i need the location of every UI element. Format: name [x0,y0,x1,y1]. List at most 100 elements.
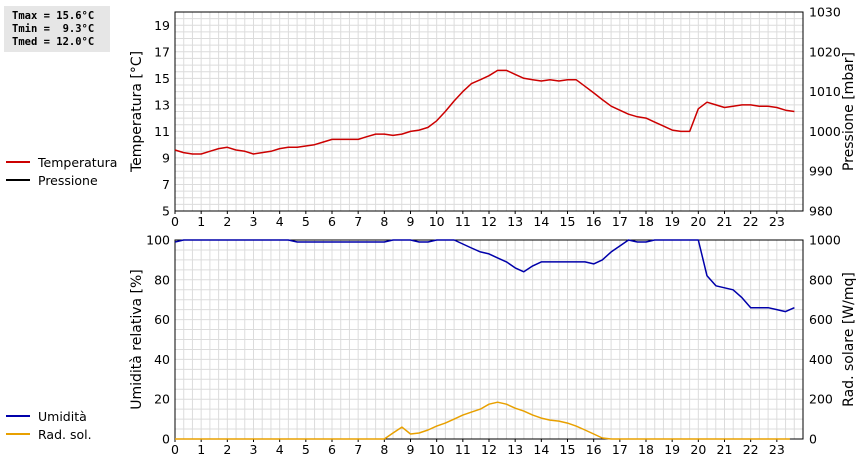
top-y-tick-label: 13 [154,97,170,112]
top-y2-tick-label: 1000 [809,124,841,139]
stats-box: Tmax = 15.6°C Tmin = 9.3°C Tmed = 12.0°C [4,6,110,52]
top-x-tick-label: 0 [171,214,179,229]
bottom-x-tick-label: 0 [171,442,179,457]
bottom-y-tick-label: 20 [154,392,170,407]
top-x-tick-label: 10 [429,214,445,229]
tmax-text: Tmax = 15.6°C [12,10,95,22]
bottom-y-tick-label: 0 [162,432,170,447]
top-x-tick-label: 20 [690,214,706,229]
legend-item-pressione: Pressione [6,171,117,189]
top-x-tick-label: 16 [586,214,602,229]
bottom-x-tick-label: 6 [328,442,336,457]
bottom-series-umidit--line [174,239,795,313]
top-x-tick-label: 3 [250,214,258,229]
tmin-text: Tmin = 9.3°C [12,23,95,35]
legend-item-umidita: Umidità [6,407,92,425]
bottom-y2-tick-label: 0 [809,432,817,447]
top-x-tick-label: 14 [533,214,549,229]
legend-swatch-pressione [6,179,30,181]
bottom-x-tick-label: 20 [690,442,706,457]
bottom-y2-tick-label: 200 [809,392,833,407]
top-x-tick-label: 12 [481,214,497,229]
top-x-tick-label: 9 [407,214,415,229]
top-y2-tick-label: 1010 [809,84,841,99]
top-y-tick-label: 11 [154,124,170,139]
top-x-tick-label: 23 [769,214,785,229]
top-x-tick-label: 4 [276,214,284,229]
top-y-tick-label: 15 [154,71,170,86]
legend-label-rad-sol: Rad. sol. [38,426,92,442]
top-x-tick-label: 8 [380,214,388,229]
top-y-tick-label: 7 [162,177,170,192]
bottom-x-tick-label: 2 [223,442,231,457]
bottom-x-tick-label: 8 [380,442,388,457]
top-x-tick-label: 5 [302,214,310,229]
bottom-x-tick-label: 19 [664,442,680,457]
legend-swatch-rad-sol [6,433,30,435]
bottom-y2-tick-label: 1000 [809,233,841,248]
top-x-tick-label: 13 [507,214,523,229]
tmed-text: Tmed = 12.0°C [12,36,95,48]
bottom-x-tick-label: 18 [638,442,654,457]
bottom-x-tick-label: 13 [507,442,523,457]
top-x-tick-label: 1 [197,214,205,229]
top-ylabel: Temperatura [°C] [129,51,145,173]
bottom-y-tick-label: 100 [146,233,170,248]
top-y2-tick-label: 1030 [809,5,841,20]
bottom-x-tick-label: 14 [533,442,549,457]
bottom-y2-tick-label: 600 [809,312,833,327]
legend-item-rad-sol: Rad. sol. [6,425,92,443]
bottom-x-tick-label: 23 [769,442,785,457]
bottom-y2-tick-label: 400 [809,352,833,367]
bottom-x-tick-label: 12 [481,442,497,457]
top-x-tick-label: 2 [223,214,231,229]
bottom-x-tick-label: 4 [276,442,284,457]
top-x-tick-label: 6 [328,214,336,229]
top-y2label: Pressione [mbar] [841,52,857,171]
bottom-x-tick-label: 9 [407,442,415,457]
top-y-tick-label: 19 [154,18,170,33]
bottom-series-rad-sol--line [175,401,790,440]
bottom-y2-tick-label: 800 [809,272,833,287]
top-y2-tick-label: 1020 [809,44,841,59]
bottom-y-tick-label: 60 [154,312,170,327]
top-x-tick-label: 22 [743,214,759,229]
legend-swatch-temperatura [6,161,30,163]
bottom-x-tick-label: 7 [354,442,362,457]
top-y-tick-label: 17 [154,44,170,59]
bottom-x-tick-label: 22 [743,442,759,457]
legend-bottom: Umidità Rad. sol. [6,407,92,443]
top-x-tick-label: 21 [717,214,733,229]
top-x-tick-label: 7 [354,214,362,229]
top-x-tick-label: 17 [612,214,628,229]
bottom-x-tick-label: 10 [429,442,445,457]
top-y2-tick-label: 980 [809,204,833,219]
bottom-x-tick-label: 17 [612,442,628,457]
bottom-x-tick-label: 11 [455,442,471,457]
bottom-x-tick-label: 1 [197,442,205,457]
legend-label-pressione: Pressione [38,172,98,188]
top-x-tick-label: 15 [560,214,576,229]
top-x-tick-label: 11 [455,214,471,229]
legend-label-umidita: Umidità [38,408,87,424]
bottom-y-tick-label: 40 [154,352,170,367]
top-y-tick-label: 5 [162,204,170,219]
top-series-temperatura-line [174,69,795,155]
top-x-tick-label: 18 [638,214,654,229]
legend-label-temperatura: Temperatura [38,154,118,170]
bottom-y2label: Rad. solare [W/mq] [841,272,857,407]
legend-item-temperatura: Temperatura [6,153,117,171]
top-x-tick-label: 19 [664,214,680,229]
top-y-tick-label: 9 [162,150,170,165]
bottom-x-tick-label: 16 [586,442,602,457]
bottom-x-tick-label: 15 [560,442,576,457]
bottom-x-tick-label: 5 [302,442,310,457]
bottom-ylabel: Umidità relativa [%] [129,269,145,410]
bottom-x-tick-label: 21 [717,442,733,457]
legend-top: Temperatura Pressione [6,153,117,189]
top-y2-tick-label: 990 [809,164,833,179]
legend-swatch-umidita [6,415,30,417]
bottom-x-tick-label: 3 [250,442,258,457]
bottom-y-tick-label: 80 [154,272,170,287]
